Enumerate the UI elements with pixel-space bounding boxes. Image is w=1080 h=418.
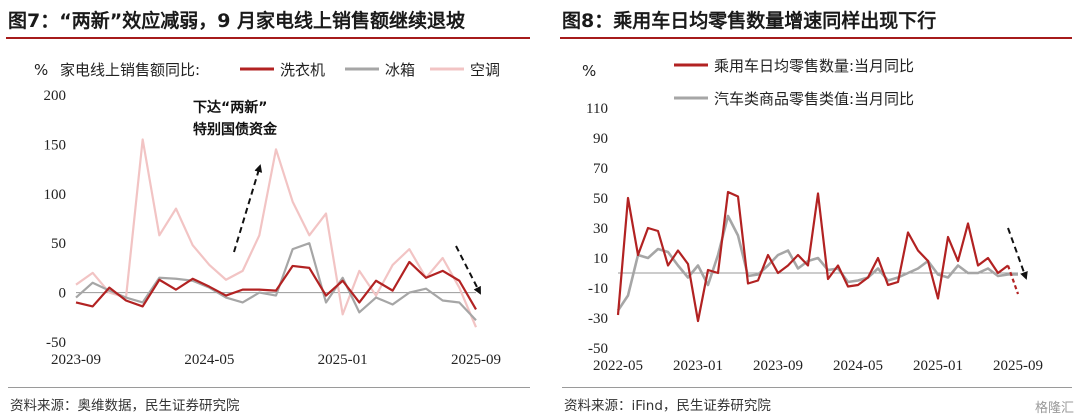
y-tick-label: 30 (593, 221, 608, 237)
y-tick-label: 50 (51, 236, 66, 252)
x-tick-label: 2024-05 (833, 358, 883, 374)
y-tick-label: -30 (588, 311, 608, 327)
trend-arrow-down (455, 245, 481, 295)
annotation-arrow-up (233, 164, 263, 253)
figure-7-source: 资料来源：奥维数据，民生证券研究院 (10, 398, 240, 414)
trend-arrow-down (1007, 227, 1028, 280)
annotation-line-1: 下达“两新” (193, 99, 267, 116)
figure-8-source: 资料来源：iFind，民生证券研究院 (564, 398, 771, 414)
y-tick-label: 50 (593, 191, 608, 207)
x-tick-label: 2023-09 (51, 352, 101, 368)
y-tick-label: 10 (593, 251, 608, 267)
series-line-1 (75, 138, 478, 328)
legend-label-1: 乘用车日均零售数量:当月同比 (714, 57, 914, 75)
series-line-1 (616, 214, 1018, 312)
y-tick-label: -50 (46, 335, 66, 351)
series-line-2-dashed-end (1006, 265, 1020, 295)
y-tick-label: 110 (586, 101, 608, 117)
legend-label-2: 汽车类商品零售类值:当月同比 (714, 90, 914, 108)
y-tick-label: 0 (59, 286, 67, 302)
legend-label-1: 洗衣机 (280, 61, 325, 79)
title-divider (560, 37, 1072, 39)
series-line-2 (75, 242, 477, 322)
figure-7-title: 图7：“两新”效应减弱，9 月家电线上销售额继续退坡 (8, 10, 466, 32)
x-tick-label: 2025-09 (993, 358, 1043, 374)
series-line-3 (75, 260, 477, 310)
chart-left-svg: -50 0 50 100 150 200 2023-09 2024-05 2025-01 2025… (34, 61, 501, 368)
x-tick-label: 2023-01 (673, 358, 723, 374)
y-tick-label: -50 (588, 341, 608, 357)
y-tick-label: 90 (593, 131, 608, 147)
title-divider (6, 37, 530, 39)
legend-label-2: 冰箱 (385, 61, 415, 79)
y-tick-label: 70 (593, 161, 608, 177)
figure-8-title: 图8：乘用车日均零售数量增速同样出现下行 (562, 10, 937, 32)
y-tick-label: 100 (44, 187, 67, 203)
y-tick-label: 150 (44, 137, 67, 153)
unit-label: % (582, 62, 596, 80)
legend-label-3: 空调 (470, 61, 500, 79)
unit-label: % (34, 61, 48, 79)
chart-right-svg: -50 -30 -10 10 30 50 70 90 110 2022-05 2023-01 2023… (582, 57, 1043, 374)
figure-8-panel: 图8：乘用车日均零售数量增速同样出现下行 -50 -30 -10 10 30 50 70 90… (540, 0, 1080, 418)
annotation-line-2: 特别国债资金 (193, 121, 278, 138)
x-tick-label: 2024-05 (184, 352, 234, 368)
y-tick-label: -10 (588, 281, 608, 297)
x-tick-label: 2023-09 (753, 358, 803, 374)
source-divider (8, 387, 530, 388)
legend-prefix: 家电线上销售额同比: (60, 61, 200, 79)
x-tick-label: 2025-09 (451, 352, 501, 368)
x-tick-label: 2025-01 (318, 352, 368, 368)
watermark-logo: 格隆汇 (1034, 401, 1074, 416)
source-divider (562, 387, 1072, 388)
series-line-2 (616, 190, 1009, 323)
figure-7-panel: 图7：“两新”效应减弱，9 月家电线上销售额继续退坡 -50 0 50 100 150 2… (6, 10, 530, 414)
x-tick-label: 2025-01 (913, 358, 963, 374)
x-tick-label: 2022-05 (593, 358, 643, 374)
y-tick-label: 200 (44, 88, 67, 104)
